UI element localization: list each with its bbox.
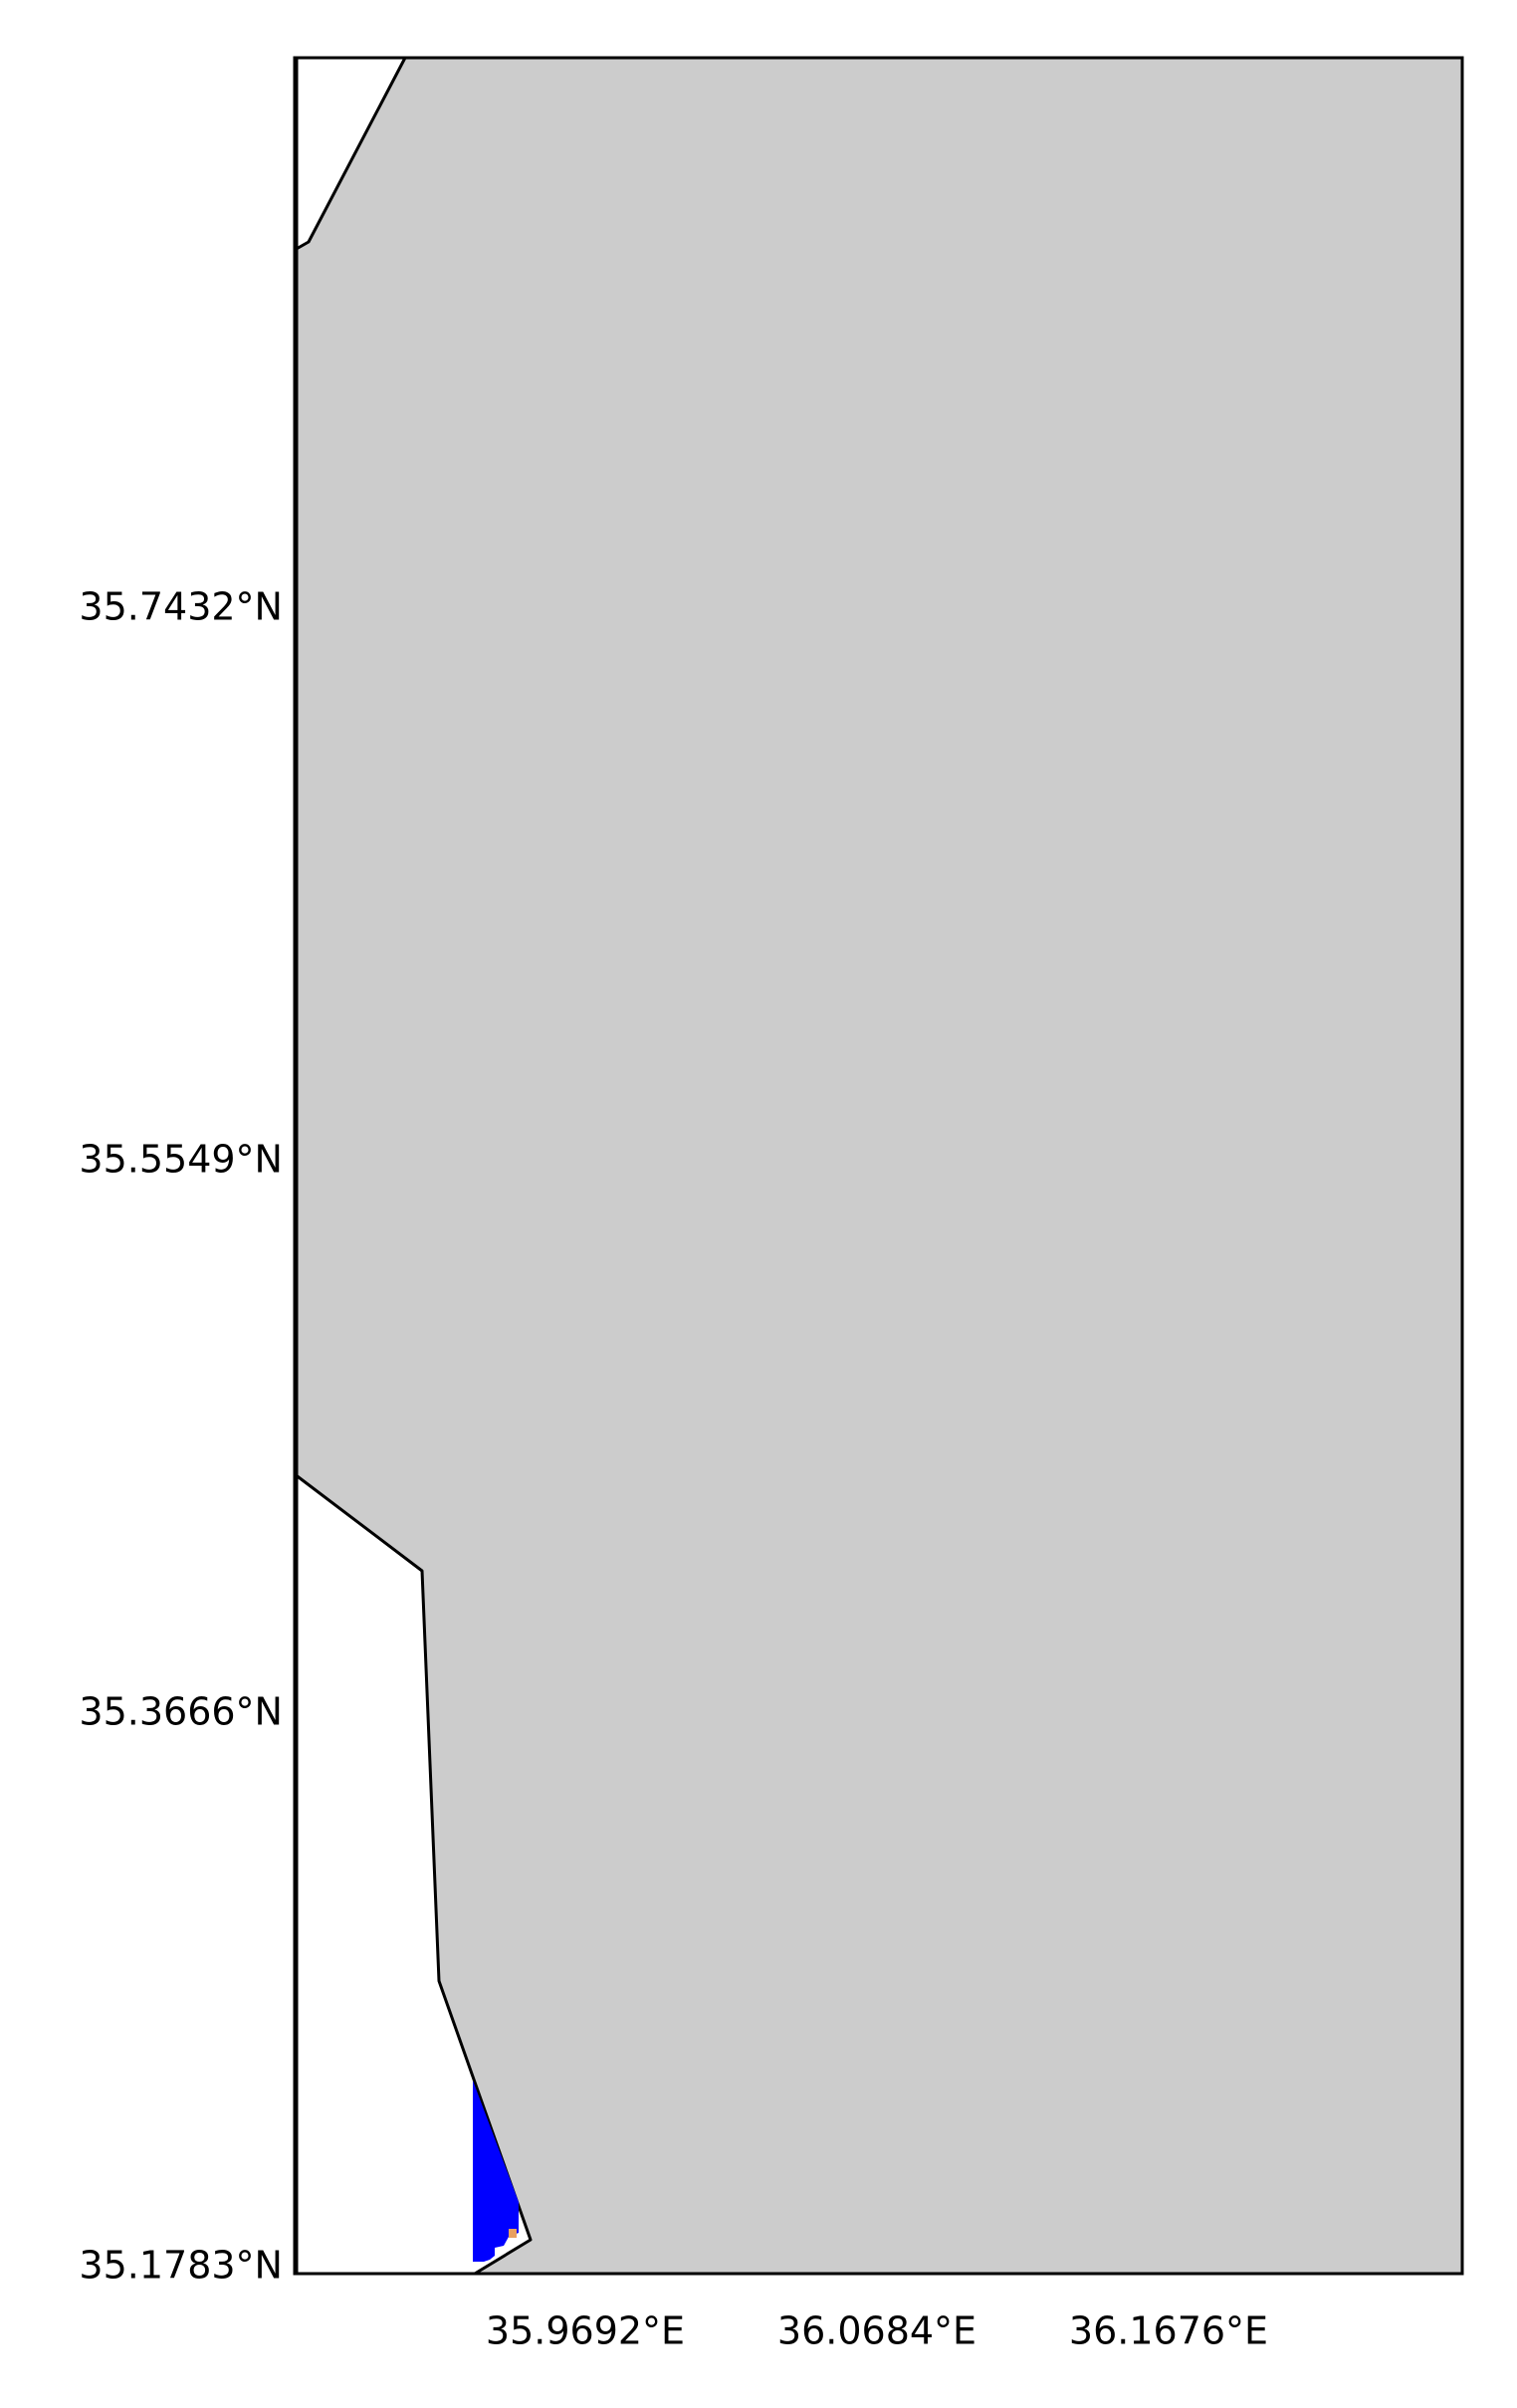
land-polygon (293, 56, 1464, 2276)
lon-tick-label: 36.1676°E (1069, 2309, 1268, 2353)
lat-tick-label: 35.1783°N (79, 2244, 283, 2288)
lat-tick-label: 35.5549°N (79, 1138, 283, 1182)
data-raster (473, 2080, 519, 2262)
lon-tick-label: 35.9692°E (486, 2309, 685, 2353)
lat-tick-label: 35.3666°N (79, 1690, 283, 1734)
lon-tick-label: 36.0684°E (777, 2309, 976, 2353)
data-highlight-cell (509, 2229, 517, 2238)
lat-tick-label: 35.7432°N (79, 585, 283, 629)
